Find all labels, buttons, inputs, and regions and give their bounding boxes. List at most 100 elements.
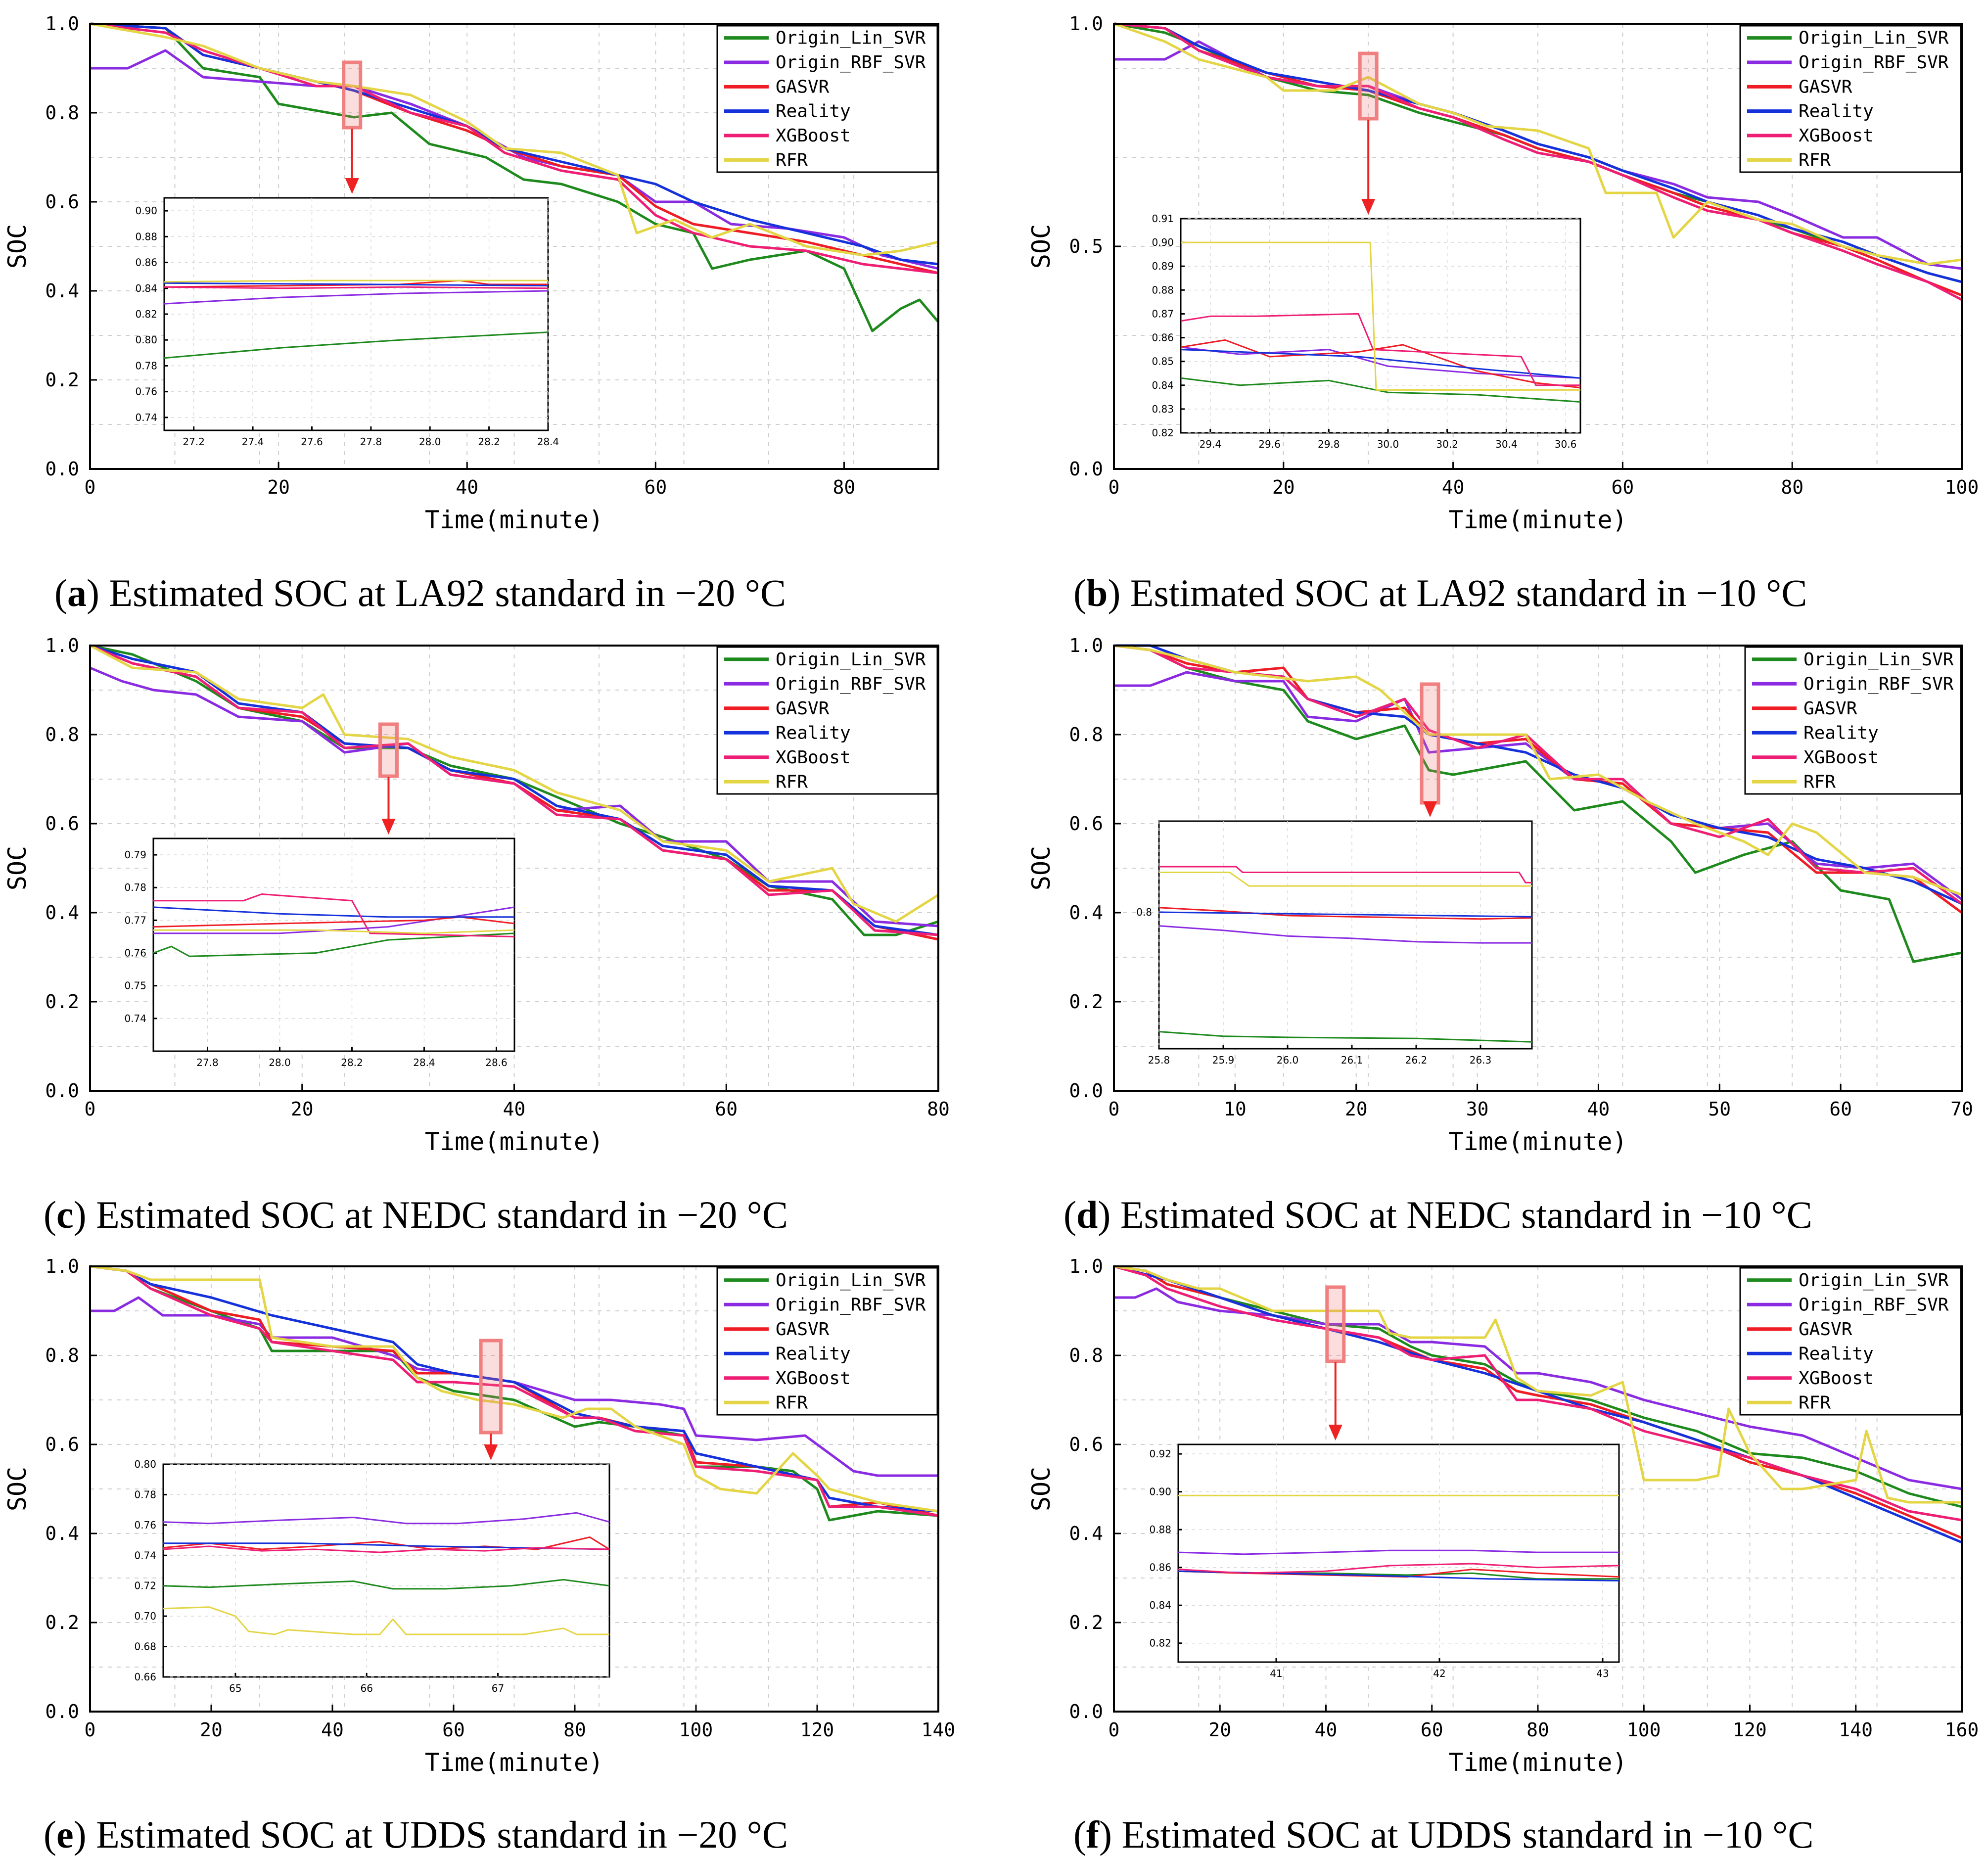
x-tick-label: 20: [1208, 1719, 1231, 1741]
panel-caption: (d) Estimated SOC at NEDC standard in −1…: [1063, 1193, 1812, 1236]
legend: [716, 25, 938, 173]
inset-y-tick-label: 0.79: [124, 849, 146, 861]
x-tick-label: 60: [1421, 1719, 1443, 1741]
y-tick-label: 1.0: [45, 1255, 79, 1277]
zoom-window: [1420, 682, 1440, 805]
x-tick-label: 80: [927, 1098, 950, 1120]
inset-x-tick-label: 67: [492, 1682, 504, 1694]
series-line-rfr: [90, 1265, 939, 1513]
zoom-arrow-head: [484, 1444, 498, 1460]
y-tick-label: 0.6: [45, 813, 79, 835]
inset-line-origin-lin-svr: [164, 331, 549, 359]
series-line-xgboost: [90, 644, 939, 936]
caption-paren: ): [74, 1193, 87, 1236]
series-line-reality: [1113, 22, 1962, 283]
caption-paren: ): [1099, 1813, 1112, 1856]
inset-line-rfr: [164, 279, 548, 283]
inset-x-tick-label: 29.4: [1200, 438, 1222, 450]
legend-label: RFR: [776, 150, 808, 170]
caption-text: Estimated SOC at UDDS standard in −20 °C: [87, 1813, 788, 1856]
caption-text: Estimated SOC at LA92 standard in −20 °C: [99, 571, 786, 614]
legend-label: Origin_RBF_SVR: [776, 674, 926, 694]
zoom-arrow-head: [345, 178, 359, 194]
legend-label: XGBoost: [776, 1368, 851, 1389]
x-tick-label: 80: [1781, 476, 1803, 498]
legend-label: XGBoost: [1803, 747, 1879, 768]
y-tick-label: 0.2: [1069, 991, 1103, 1013]
series-line-rfr: [1113, 644, 1962, 896]
legend-label: Origin_RBF_SVR: [776, 52, 926, 73]
legend-label: XGBoost: [776, 126, 851, 146]
y-axis-title: SOC: [3, 1467, 32, 1511]
x-tick-label: 100: [679, 1719, 713, 1741]
inset-line-rfr: [1181, 241, 1580, 391]
x-tick-label: 40: [1587, 1098, 1610, 1120]
inset-y-tick-label: 0.78: [134, 1488, 156, 1500]
x-tick-label: 20: [291, 1098, 314, 1120]
inset-x-tick-label: 30.6: [1555, 438, 1577, 450]
x-tick-label: 20: [200, 1719, 223, 1741]
x-tick-label: 0: [85, 1098, 96, 1120]
inset-y-tick-label: 0.76: [134, 1519, 156, 1531]
inset-line-origin-rbf-svr: [163, 1512, 610, 1525]
caption-letter: f: [1086, 1813, 1100, 1856]
legend-label: RFR: [776, 772, 808, 792]
series-line-reality: [90, 644, 939, 936]
plot-frame: [89, 23, 939, 470]
legend-label: RFR: [776, 1393, 808, 1413]
legend-label: Origin_Lin_SVR: [1803, 650, 1954, 670]
inset-x-tick-label: 26.2: [1405, 1054, 1428, 1066]
inset-x-tick-label: 29.8: [1318, 438, 1340, 450]
inset-line-gasvr: [164, 279, 548, 288]
inset-y-tick-label: 0.82: [1149, 1637, 1171, 1649]
inset-y-tick-label: 0.72: [134, 1580, 156, 1592]
x-tick-label: 60: [1829, 1098, 1852, 1120]
y-tick-label: 0.4: [1069, 902, 1103, 924]
inset-y-tick-label: 0.90: [135, 205, 157, 217]
x-axis-title: Time(minute): [1448, 1127, 1627, 1156]
inset-y-tick-label: 0.8: [1136, 906, 1152, 918]
inset-line-rfr: [1159, 872, 1532, 887]
inset-y-tick-label: 0.89: [1152, 260, 1174, 272]
inset-x-tick-label: 27.8: [196, 1057, 219, 1068]
y-tick-label: 1.0: [1069, 1255, 1103, 1277]
legend-label: Origin_RBF_SVR: [1803, 674, 1954, 694]
inset-line-reality: [1180, 349, 1581, 379]
inset-x-tick-label: 30.2: [1436, 438, 1458, 450]
zoom-window: [1358, 51, 1379, 121]
x-tick-label: 60: [715, 1098, 738, 1120]
y-tick-label: 1.0: [1069, 635, 1103, 656]
inset-x-tick-label: 28.6: [485, 1057, 508, 1068]
inset-line-gasvr: [1158, 907, 1532, 920]
inset-x-tick-label: 26.3: [1470, 1054, 1492, 1066]
legend-label: XGBoost: [776, 747, 851, 768]
x-tick-label: 40: [503, 1098, 526, 1120]
y-tick-label: 0.6: [45, 191, 79, 213]
inset-x-tick-label: 42: [1433, 1668, 1445, 1679]
inset-line-reality: [1158, 911, 1532, 918]
legend-label: RFR: [1799, 150, 1831, 170]
inset-y-tick-label: 0.74: [124, 1013, 146, 1024]
zoom-arrow-head: [1361, 199, 1376, 215]
x-tick-label: 20: [1272, 476, 1295, 498]
series-line-rfr: [89, 644, 939, 923]
y-tick-label: 0.0: [1069, 1080, 1103, 1102]
caption-paren: (: [54, 571, 67, 614]
inset-line-xgboost: [153, 893, 515, 937]
y-tick-label: 0.0: [45, 1701, 79, 1722]
inset-y-tick-label: 0.90: [1152, 236, 1174, 248]
legend: [1744, 646, 1962, 795]
y-tick-label: 1.0: [45, 13, 79, 35]
y-tick-label: 0.8: [45, 1345, 79, 1366]
y-axis-title: SOC: [1027, 224, 1056, 269]
x-tick-label: 100: [1627, 1719, 1661, 1741]
legend-label: GASVR: [776, 77, 830, 97]
inset-x-tick-label: 26.1: [1341, 1054, 1363, 1066]
x-tick-label: 40: [321, 1719, 344, 1741]
inset-y-tick-label: 0.84: [1152, 379, 1174, 391]
inset-plot: [1180, 218, 1581, 434]
inset-y-tick-label: 0.82: [135, 308, 157, 320]
caption-paren: (: [44, 1813, 56, 1856]
inset-plot: [152, 837, 515, 1052]
inset-x-tick-label: 30.4: [1495, 438, 1518, 450]
